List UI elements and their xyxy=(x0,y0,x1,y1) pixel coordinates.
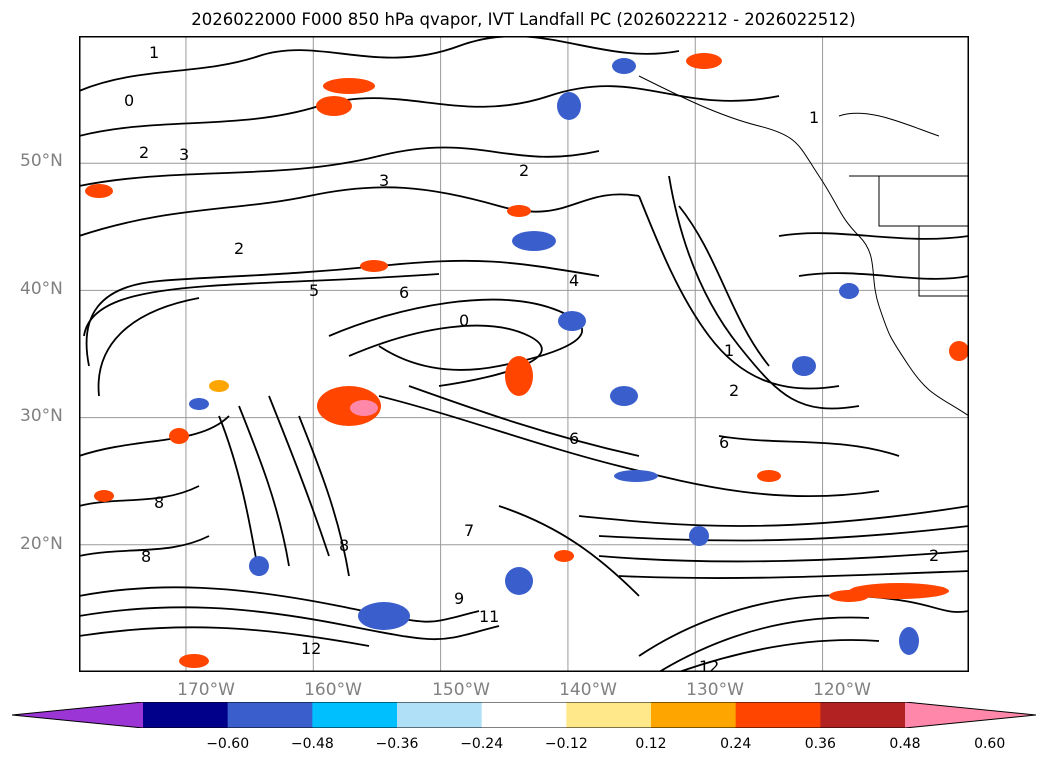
contour-label: 2 xyxy=(729,381,739,400)
colorbar-tick-label: −0.60 xyxy=(206,736,250,752)
lat-label-40n: 40°N xyxy=(20,279,63,299)
colorbar-segment xyxy=(143,702,229,728)
contour-label: 0 xyxy=(459,311,469,330)
colorbar xyxy=(12,702,1036,728)
colorbar-segment xyxy=(312,702,398,728)
colorbar-tick-label: 0.24 xyxy=(720,736,752,752)
colorbar-tick-label: 0.36 xyxy=(804,736,836,752)
contour-lines xyxy=(79,36,969,672)
colorbar-segment xyxy=(481,702,567,728)
contour-label: 6 xyxy=(399,283,409,302)
lon-label-140w: 140°W xyxy=(559,680,617,700)
contour-label: 11 xyxy=(479,607,499,626)
map-background xyxy=(79,36,969,672)
contour-label: 8 xyxy=(339,536,349,555)
colorbar-segment xyxy=(651,702,737,728)
contour-label: 6 xyxy=(569,429,579,448)
contour-label: 7 xyxy=(464,521,474,540)
lat-label-30n: 30°N xyxy=(20,406,63,426)
colorbar-tick-label: −0.24 xyxy=(460,736,504,752)
contour-label: 2 xyxy=(234,239,244,258)
colorbar-tick-label: 0.60 xyxy=(974,736,1006,752)
map-frame xyxy=(79,36,969,672)
contour-label: 2 xyxy=(139,143,149,162)
contour-label: 8 xyxy=(141,547,151,566)
colorbar-tick-label: 0.48 xyxy=(889,736,921,752)
lat-label-50n: 50°N xyxy=(20,151,63,171)
contour-label: 9 xyxy=(454,589,464,608)
colorbar-segment xyxy=(735,702,821,728)
lon-label-120w: 120°W xyxy=(813,680,871,700)
colorbar-tick-label: −0.36 xyxy=(375,736,419,752)
colorbar-tick-label: −0.12 xyxy=(544,736,588,752)
contour-label: 6 xyxy=(719,433,729,452)
coastlines xyxy=(638,75,969,417)
colorbar-segment xyxy=(566,702,652,728)
contour-label: 3 xyxy=(179,145,189,164)
map-panel: 1 0 2 3 3 4 5 6 0 6 6 7 8 8 9 11 12 12 1… xyxy=(79,36,969,672)
colorbar-tick-label: 0.12 xyxy=(635,736,667,752)
contour-label: 1 xyxy=(724,341,734,360)
lat-label-20n: 20°N xyxy=(20,534,63,554)
contour-label: 5 xyxy=(309,281,319,300)
contour-label: 8 xyxy=(154,493,164,512)
colorbar-extend-high xyxy=(905,702,1036,728)
contour-label: 12 xyxy=(699,657,719,672)
lon-label-150w: 150°W xyxy=(432,680,490,700)
lon-label-170w: 170°W xyxy=(177,680,235,700)
positive-anomaly-patches xyxy=(85,53,969,668)
contour-label: 1 xyxy=(149,43,159,62)
contour-value-labels: 1 0 2 3 3 4 5 6 0 6 6 7 8 8 9 11 12 12 1… xyxy=(124,43,939,672)
lon-label-160w: 160°W xyxy=(304,680,362,700)
contour-label: 2 xyxy=(929,546,939,565)
negative-anomaly-patches xyxy=(189,58,919,655)
colorbar-segment xyxy=(397,702,483,728)
colorbar-segments xyxy=(12,702,1036,728)
colorbar-segment xyxy=(227,702,313,728)
figure-title: 2026022000 F000 850 hPa qvapor, IVT Land… xyxy=(191,10,856,29)
contour-label: 2 xyxy=(519,161,529,180)
contour-label: 0 xyxy=(124,91,134,110)
colorbar-tick-label: −0.48 xyxy=(290,736,334,752)
contour-label: 12 xyxy=(301,639,321,658)
colorbar-extend-low xyxy=(12,702,143,728)
colorbar-segment xyxy=(820,702,906,728)
lon-label-130w: 130°W xyxy=(686,680,744,700)
contour-label: 4 xyxy=(569,271,579,290)
contour-label: 1 xyxy=(809,108,819,127)
contour-label: 3 xyxy=(379,171,389,190)
